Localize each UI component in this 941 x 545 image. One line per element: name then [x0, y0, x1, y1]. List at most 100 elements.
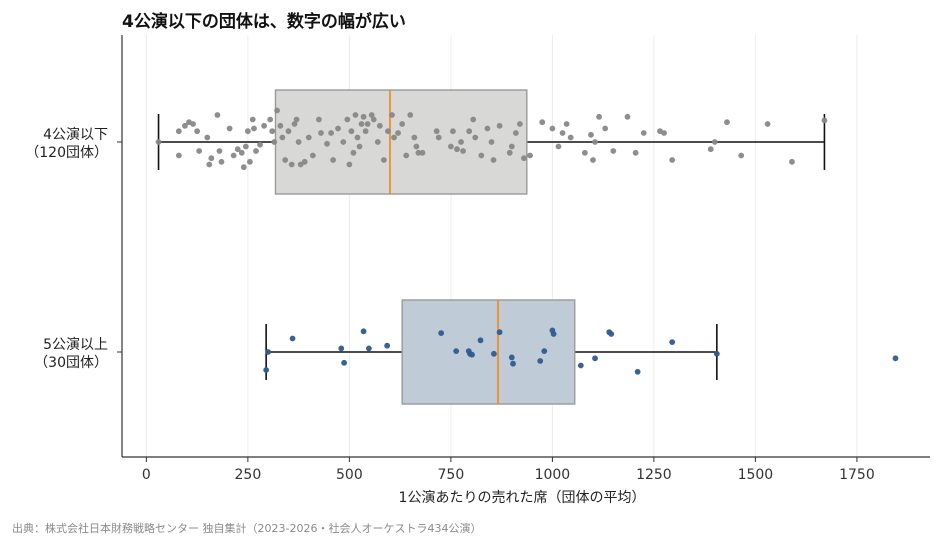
data-point: [669, 339, 676, 345]
data-point: [892, 355, 899, 362]
data-point: [458, 139, 464, 145]
data-point: [541, 348, 548, 354]
data-point: [289, 335, 296, 342]
data-point: [196, 148, 203, 154]
data-point: [330, 157, 337, 163]
data-point: [592, 139, 598, 145]
data-point: [263, 367, 270, 373]
data-point: [234, 146, 241, 153]
data-point: [567, 134, 574, 141]
data-point: [399, 121, 406, 127]
data-point: [484, 125, 491, 132]
data-point: [527, 152, 533, 159]
data-point: [512, 130, 519, 136]
data-point: [265, 349, 272, 355]
data-point: [316, 116, 322, 123]
data-point: [764, 121, 771, 127]
data-point: [251, 125, 257, 132]
data-point: [453, 348, 460, 354]
data-point: [559, 130, 566, 136]
y-category-label: 4公演以下: [43, 127, 108, 143]
data-point: [257, 141, 263, 148]
data-point: [274, 107, 281, 114]
chart-title: 4公演以下の団体は、数字の幅が広い: [122, 12, 406, 32]
data-point: [324, 140, 330, 147]
data-point: [389, 112, 395, 118]
data-point: [218, 158, 225, 165]
data-point: [216, 148, 223, 154]
data-point: [555, 143, 562, 150]
data-point: [246, 158, 253, 165]
data-point: [340, 139, 347, 145]
data-point: [602, 125, 609, 132]
data-point: [391, 134, 397, 141]
data-point: [376, 122, 383, 129]
data-point: [341, 359, 347, 366]
data-point: [291, 121, 298, 127]
y-category-count: （120団体）: [25, 145, 108, 161]
data-point: [433, 128, 440, 135]
axis-layer: 0 250 500 750 1000 1250 1500 1750 4公演以下 （120団体） 5公…: [25, 35, 930, 483]
data-point: [669, 157, 676, 163]
data-point: [335, 125, 341, 132]
data-point: [384, 342, 391, 349]
data-point: [407, 112, 414, 118]
data-point: [356, 143, 363, 150]
data-point: [267, 116, 274, 123]
data-point: [508, 354, 515, 361]
data-point: [478, 152, 485, 159]
x-tick-label: 750: [438, 467, 465, 483]
data-point: [350, 149, 357, 156]
data-point: [282, 157, 289, 163]
data-point: [305, 134, 312, 141]
data-point: [293, 116, 300, 123]
data-point: [338, 345, 345, 352]
data-point: [466, 128, 473, 135]
data-point: [454, 146, 460, 153]
x-tick-label: 0: [142, 467, 151, 483]
data-point: [285, 128, 292, 135]
data-point: [226, 125, 233, 132]
data-point: [469, 351, 475, 358]
data-point: [271, 139, 278, 145]
data-point: [577, 362, 584, 369]
data-point: [204, 134, 211, 141]
data-point: [214, 112, 221, 118]
data-point: [539, 119, 546, 126]
data-point: [490, 157, 497, 163]
data-point: [438, 330, 445, 336]
iqr-box: [274, 89, 528, 195]
data-point: [588, 131, 594, 138]
data-point: [537, 358, 544, 364]
data-point: [279, 134, 286, 141]
data-point: [472, 134, 479, 141]
data-point: [789, 158, 795, 165]
data-point: [380, 157, 387, 163]
data-point: [244, 128, 251, 135]
x-tick-label: 1500: [738, 467, 774, 483]
data-point: [549, 125, 556, 132]
data-point: [238, 149, 245, 156]
data-point: [277, 122, 284, 129]
data-point: [411, 134, 418, 141]
data-point: [344, 116, 351, 123]
data-point: [517, 121, 523, 127]
data-point: [288, 161, 295, 168]
data-point: [610, 148, 617, 154]
data-point: [496, 329, 503, 336]
data-point: [738, 152, 745, 159]
data-point: [301, 158, 308, 165]
data-point: [370, 116, 377, 123]
data-point: [590, 157, 596, 163]
data-point: [470, 116, 477, 123]
data-point: [385, 128, 391, 135]
data-point: [447, 143, 454, 150]
data-point: [269, 128, 276, 135]
point-layer: [155, 107, 899, 375]
data-point: [419, 149, 426, 156]
data-point: [477, 337, 484, 344]
data-point: [348, 128, 355, 135]
data-point: [249, 116, 256, 123]
data-point: [374, 139, 381, 145]
